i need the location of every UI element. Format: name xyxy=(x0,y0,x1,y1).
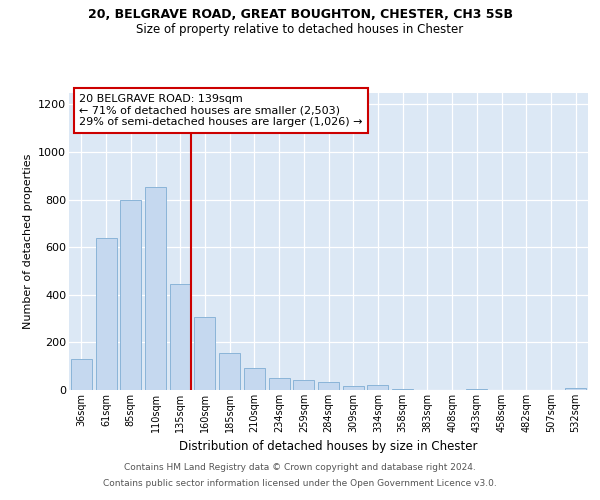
X-axis label: Distribution of detached houses by size in Chester: Distribution of detached houses by size … xyxy=(179,440,478,454)
Bar xyxy=(219,353,240,390)
Text: Contains HM Land Registry data © Crown copyright and database right 2024.: Contains HM Land Registry data © Crown c… xyxy=(124,464,476,472)
Bar xyxy=(194,318,215,390)
Text: 20, BELGRAVE ROAD, GREAT BOUGHTON, CHESTER, CH3 5SB: 20, BELGRAVE ROAD, GREAT BOUGHTON, CHEST… xyxy=(88,8,512,20)
Bar xyxy=(170,284,191,390)
Text: Size of property relative to detached houses in Chester: Size of property relative to detached ho… xyxy=(136,22,464,36)
Text: Contains public sector information licensed under the Open Government Licence v3: Contains public sector information licen… xyxy=(103,478,497,488)
Bar xyxy=(466,389,487,390)
Bar xyxy=(244,368,265,390)
Y-axis label: Number of detached properties: Number of detached properties xyxy=(23,154,32,329)
Text: 20 BELGRAVE ROAD: 139sqm
← 71% of detached houses are smaller (2,503)
29% of sem: 20 BELGRAVE ROAD: 139sqm ← 71% of detach… xyxy=(79,94,363,127)
Bar xyxy=(565,388,586,390)
Bar xyxy=(392,389,413,390)
Bar xyxy=(71,359,92,390)
Bar xyxy=(269,378,290,390)
Bar xyxy=(95,238,116,390)
Bar xyxy=(318,382,339,390)
Bar xyxy=(293,380,314,390)
Bar xyxy=(367,385,388,390)
Bar xyxy=(343,386,364,390)
Bar xyxy=(145,186,166,390)
Bar xyxy=(120,200,141,390)
